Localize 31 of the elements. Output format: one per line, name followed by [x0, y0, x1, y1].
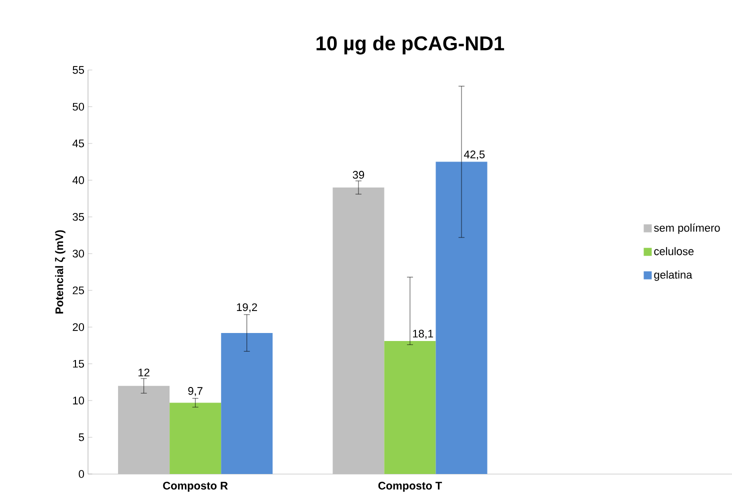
data-label: 39 [352, 170, 364, 179]
y-tick-label: 20 [72, 323, 84, 331]
bar [332, 188, 384, 474]
y-tick-label: 40 [72, 176, 84, 184]
bar [170, 402, 222, 474]
chart-title: 10 µg de pCAG-ND1 [316, 36, 504, 54]
legend-label: gelatina [654, 270, 692, 281]
y-tick-label: 30 [72, 250, 84, 258]
y-axis-title: Potencial ζ (mV) [55, 230, 66, 314]
data-label: 42,5 [464, 150, 485, 160]
legend-label: celulose [654, 247, 694, 256]
legend-label: sem polímero [654, 224, 720, 234]
y-tick-label: 15 [73, 360, 84, 368]
y-tick-label: 10 [73, 396, 84, 404]
y-tick-label: 50 [72, 102, 84, 111]
data-label: 19,2 [236, 303, 258, 312]
y-tick-label: 5 [78, 433, 84, 442]
bar [221, 332, 273, 474]
y-tick-label: 45 [72, 140, 84, 148]
y-tick-label: 0 [78, 470, 84, 478]
x-tick-label: Composto T [378, 482, 442, 492]
y-tick-label: 35 [72, 213, 84, 221]
bar [384, 341, 436, 474]
x-tick-label: Composto R [163, 482, 228, 492]
data-label: 9,7 [188, 387, 202, 396]
bar [118, 386, 170, 474]
data-label: 18,1 [413, 330, 434, 339]
y-tick-label: 55 [72, 66, 84, 74]
data-label: 12 [138, 368, 150, 376]
y-tick-label: 25 [72, 286, 84, 294]
bar [436, 162, 488, 474]
